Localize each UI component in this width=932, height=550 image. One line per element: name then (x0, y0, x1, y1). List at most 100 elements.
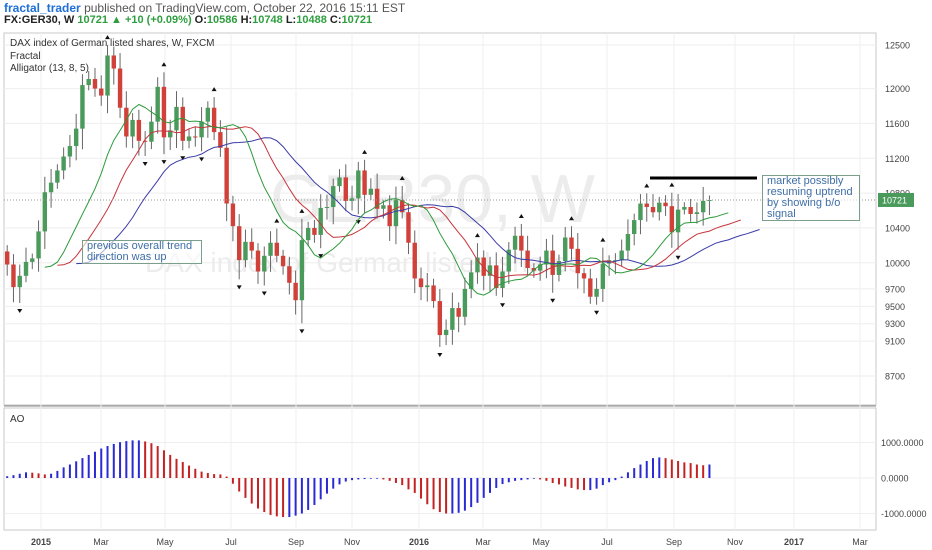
fractal-indicator-label[interactable]: Fractal (10, 51, 41, 62)
fractal-up-marker (399, 176, 405, 181)
fractal-up-marker (161, 62, 167, 67)
candle-body (556, 261, 562, 275)
candle-body (161, 86, 167, 138)
price-tick-label: 9500 (885, 302, 905, 312)
candle-body (168, 130, 173, 138)
candle-body (682, 207, 687, 210)
candle-body (211, 107, 217, 133)
author-link[interactable]: fractal_trader (4, 1, 81, 15)
ao-tick-label: 0.0000 (881, 474, 909, 484)
candle-body (393, 200, 399, 227)
candle-body (700, 200, 706, 213)
candle-body (124, 107, 129, 137)
fractal-up-marker (518, 213, 524, 218)
time-tick-label: May (532, 537, 550, 547)
candle-body (11, 264, 16, 288)
time-tick-label: Mar (475, 537, 491, 547)
chart-title: DAX index of German listed shares, W, FX… (10, 38, 215, 49)
fractal-up-marker (600, 237, 606, 242)
candle-body (613, 260, 618, 262)
candle-body (55, 170, 60, 183)
price-tick-label: 10000 (885, 258, 910, 268)
candle-body (312, 227, 317, 235)
candle-body (280, 255, 286, 267)
candle-body (268, 242, 273, 256)
symbol-label: FX:GER30, W (4, 14, 75, 26)
fractal-down-marker (299, 329, 305, 334)
candle-body (468, 272, 474, 289)
time-tick-label: 2016 (409, 537, 429, 547)
price-tick-label: 11600 (885, 119, 909, 129)
fractal-down-marker (318, 254, 324, 259)
candle-body (23, 261, 29, 276)
candle-body (512, 235, 518, 250)
fractal-down-marker (500, 303, 506, 308)
candle-body (186, 136, 192, 141)
publish-info: fractal_trader published on TradingView.… (4, 1, 405, 15)
fractal-up-marker (362, 149, 368, 154)
candle-body (99, 88, 104, 96)
candle-body (48, 182, 54, 193)
candle-body (67, 146, 73, 157)
candle-body (500, 271, 505, 289)
candle-body (5, 251, 10, 265)
fractal-down-marker (261, 291, 267, 296)
candle-body (581, 273, 587, 279)
time-tick-label: Sep (288, 537, 304, 547)
ao-tick-label: 1000.0000 (881, 438, 924, 448)
fractal-up-marker (669, 182, 675, 187)
candle-body (544, 250, 549, 265)
candle-body (243, 241, 248, 261)
fractal-up-marker (274, 218, 280, 223)
watermark-name: DAX index of German listed shares (145, 247, 582, 278)
candle-body (443, 329, 449, 336)
candle-body (481, 257, 486, 276)
candle-body (305, 227, 311, 241)
candle-body (230, 203, 236, 227)
time-tick-label: Sep (666, 537, 682, 547)
ao-indicator-label[interactable]: AO (10, 414, 25, 425)
candle-body (236, 226, 242, 261)
alligator-indicator-label[interactable]: Alligator (13, 8, 5) (10, 63, 89, 74)
fractal-down-marker (550, 298, 556, 303)
candle-body (92, 78, 98, 89)
fractal-down-marker (161, 160, 167, 165)
candle-body (569, 237, 574, 249)
symbol-info: FX:GER30, W 10721 ▲ +10 (+0.09%) O:10586… (4, 14, 372, 26)
publish-text: published on TradingView.com, October 22… (84, 1, 406, 15)
candle-body (694, 212, 700, 214)
price-tick-label: 10400 (885, 223, 910, 233)
low-label: L: (285, 14, 297, 26)
candle-body (362, 170, 367, 195)
candle-body (42, 192, 48, 232)
fractal-down-marker (180, 156, 186, 161)
open-value: 10586 (206, 14, 238, 26)
annotation-previous-trend[interactable]: previous overall trend direction was up (82, 240, 202, 264)
candle-body (293, 282, 298, 301)
fractal-down-marker (437, 352, 443, 357)
fractal-down-marker (199, 157, 205, 162)
candle-body (86, 78, 91, 86)
candle-body (462, 288, 468, 317)
candle-body (387, 205, 392, 227)
candle-body (255, 250, 261, 272)
fractal-down-marker (236, 285, 242, 290)
candle-body (343, 177, 348, 201)
candle-body (381, 205, 386, 209)
annotation-market-resuming[interactable]: market possibly resuming uptrend by show… (762, 175, 860, 221)
candle-body (657, 202, 662, 213)
candle-body (324, 207, 330, 209)
candle-body (575, 248, 580, 274)
candle-body (36, 231, 41, 259)
candle-body (638, 203, 643, 221)
candle-body (249, 241, 254, 251)
fractal-up-marker (211, 87, 217, 92)
candle-body (550, 250, 555, 275)
high-value: 10748 (252, 14, 283, 26)
candle-body (663, 202, 668, 207)
candle-body (600, 263, 606, 289)
fractal-up-marker (299, 208, 305, 213)
fractal-down-marker (594, 310, 600, 315)
candle-body (487, 265, 493, 276)
